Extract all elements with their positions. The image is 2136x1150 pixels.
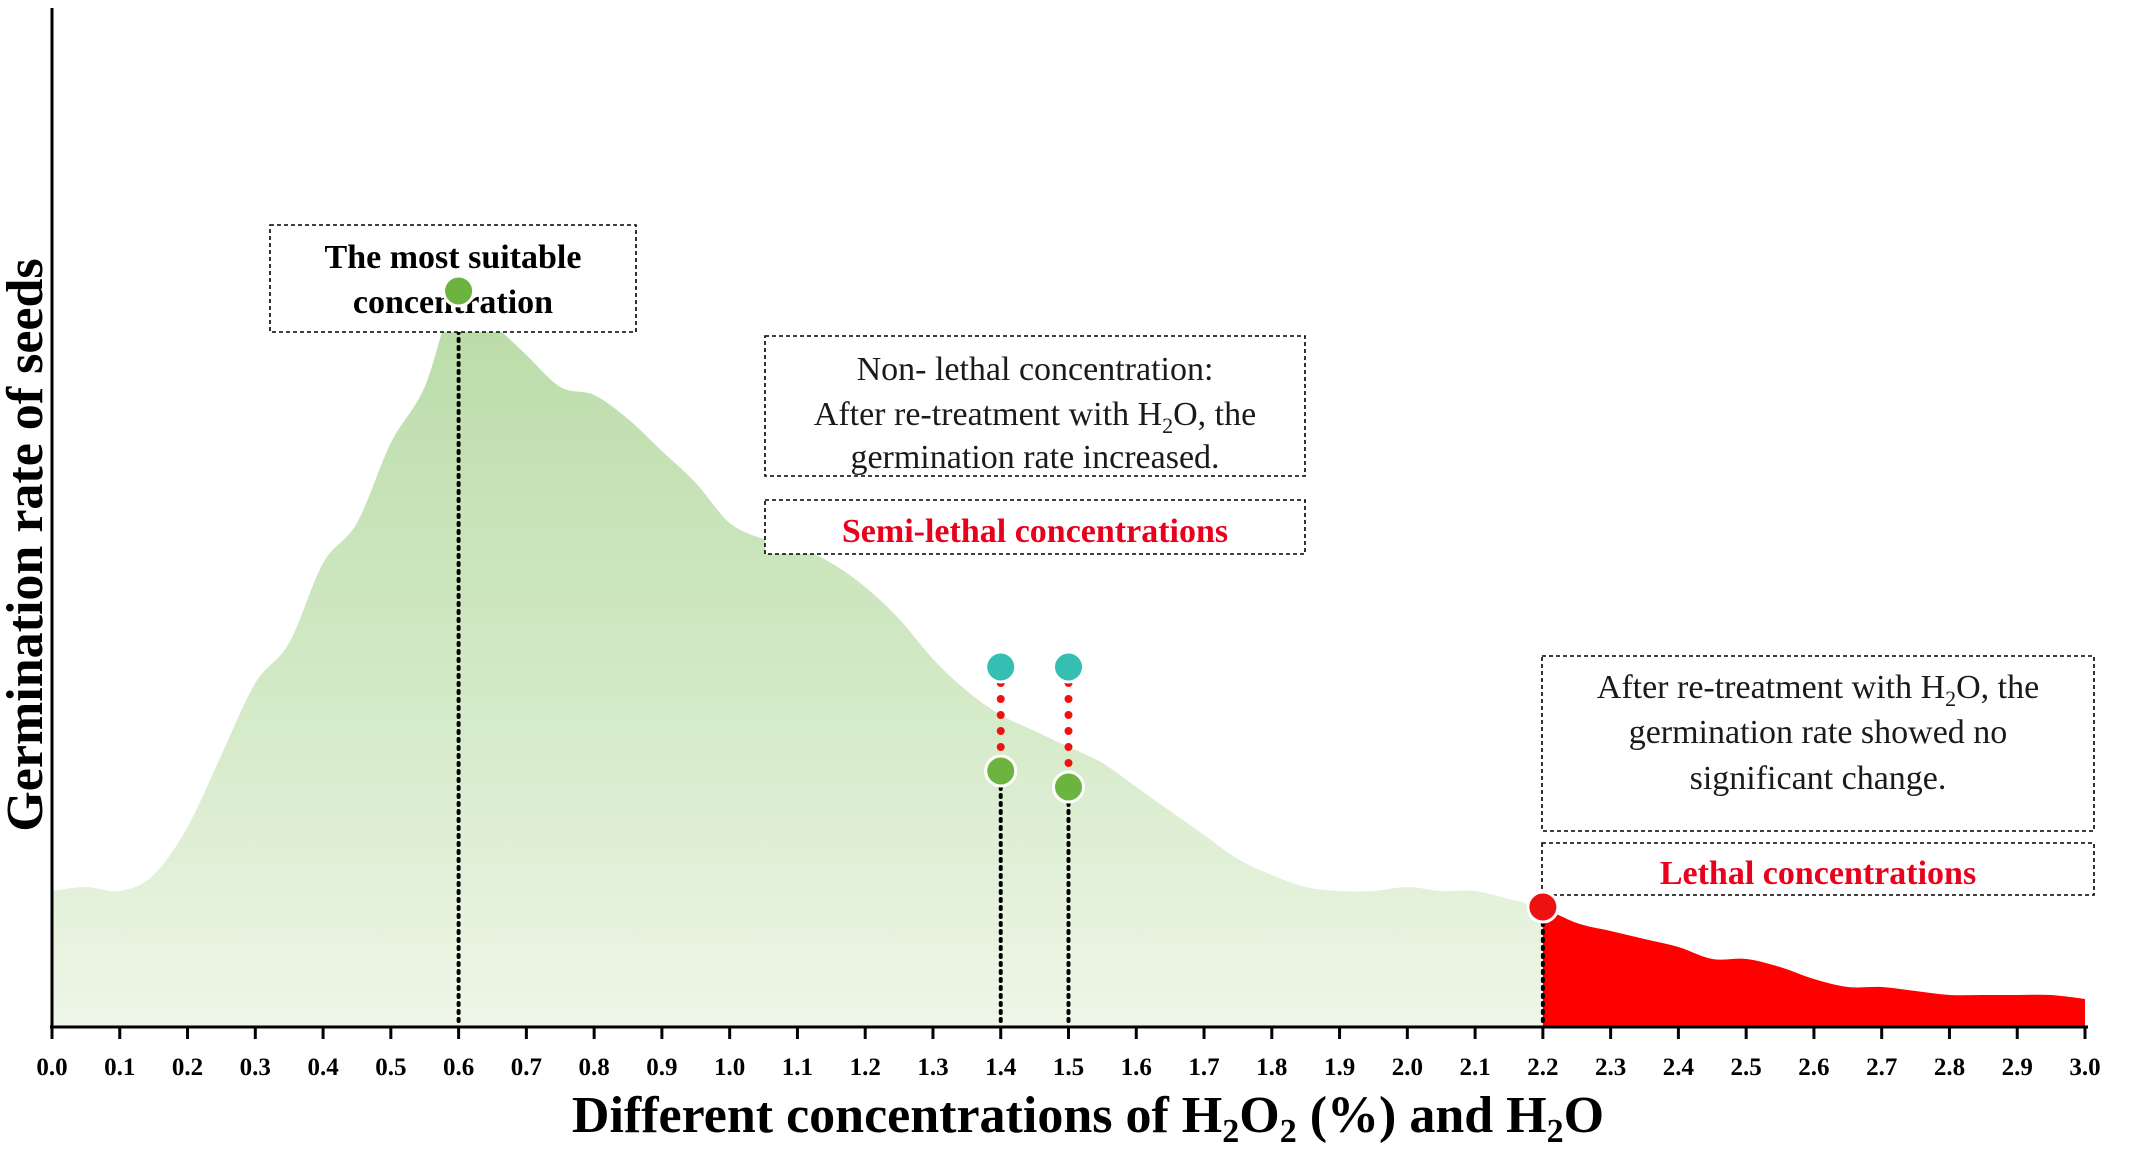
x-tick-label: 2.3 [1595, 1054, 1626, 1081]
x-tick-label: 1.7 [1188, 1054, 1219, 1081]
data-point [1052, 650, 1085, 684]
annotation-suitable-line1: The most suitable [325, 239, 582, 276]
x-tick-label: 0.0 [36, 1054, 67, 1081]
x-tick-label: 0.8 [579, 1054, 610, 1081]
x-tick-label: 0.1 [104, 1054, 135, 1081]
x-tick-label: 1.4 [985, 1054, 1017, 1081]
x-tick-label: 0.6 [443, 1054, 474, 1081]
x-tick-label: 2.2 [1527, 1054, 1558, 1081]
x-tick-label: 0.2 [172, 1054, 203, 1081]
annotation-nochange: After re-treatment with H2O, the germina… [1541, 655, 2095, 832]
y-axis-label: Germination rate of seeds [0, 258, 54, 831]
annotation-nonlethal-line3: germination rate increased. [850, 439, 1219, 476]
x-tick-label: 1.8 [1256, 1054, 1287, 1081]
x-tick-label: 2.8 [1934, 1054, 1965, 1081]
x-tick-label: 1.6 [1121, 1054, 1152, 1081]
series-lethal-area [1542, 907, 2085, 1027]
area-layer [52, 288, 2085, 1027]
x-axis-label: Different concentrations of H2O2 (%) and… [572, 1087, 1604, 1150]
x-tick-label: 0.9 [646, 1054, 677, 1081]
annotation-nonlethal-line2: After re-treatment with H2O, the [814, 396, 1256, 438]
x-tick-label: 2.5 [1731, 1054, 1762, 1081]
x-ticks: 0.0 0.1 0.2 0.3 0.4 0.5 0.6 0.7 0.8 0.9 1.0 1.1 1.2 1… [36, 1027, 2101, 1081]
series-nonlethal-area [52, 288, 1543, 1027]
x-tick-label: 1.3 [917, 1054, 948, 1081]
x-tick-label: 0.4 [307, 1054, 339, 1081]
annotation-nochange-line1: After re-treatment with H2O, the [1597, 669, 2039, 711]
x-tick-label: 0.5 [375, 1054, 406, 1081]
x-tick-label: 1.0 [714, 1054, 745, 1081]
x-tick-label: 1.2 [850, 1054, 881, 1081]
annotation-lethal: Lethal concentrations [1541, 842, 2095, 896]
x-tick-label: 1.5 [1053, 1054, 1084, 1081]
annotation-nonlethal: Non- lethal concentration: After re-trea… [764, 335, 1306, 477]
annotation-semilethal-label: Semi-lethal concentrations [842, 513, 1228, 550]
x-tick-label: 3.0 [2069, 1054, 2100, 1081]
annotation-semilethal: Semi-lethal concentrations [764, 499, 1306, 555]
x-tick-label: 0.7 [511, 1054, 542, 1081]
data-point [984, 754, 1018, 788]
data-point [1526, 890, 1560, 924]
point-layer [442, 274, 1560, 924]
data-point [442, 274, 476, 308]
annotation-nochange-line3: significant change. [1690, 760, 1947, 797]
guide-lines [456, 289, 1545, 1029]
x-tick-label: 1.1 [782, 1054, 813, 1081]
x-tick-label: 2.1 [1459, 1054, 1490, 1081]
x-tick-label: 2.6 [1798, 1054, 1829, 1081]
x-tick-label: 2.0 [1392, 1054, 1423, 1081]
x-tick-label: 2.7 [1866, 1054, 1897, 1081]
annotation-nonlethal-line1: Non- lethal concentration: [857, 351, 1214, 388]
data-point [1052, 770, 1085, 804]
data-point [984, 650, 1018, 684]
x-tick-label: 2.9 [2002, 1054, 2033, 1081]
x-tick-label: 0.3 [240, 1054, 271, 1081]
x-tick-label: 1.9 [1324, 1054, 1355, 1081]
annotation-lethal-label: Lethal concentrations [1660, 855, 1976, 892]
x-tick-label: 2.4 [1663, 1054, 1695, 1081]
annotation-suitable: The most suitable concentration [269, 224, 637, 333]
annotation-nochange-line2: germination rate showed no [1629, 714, 2008, 751]
